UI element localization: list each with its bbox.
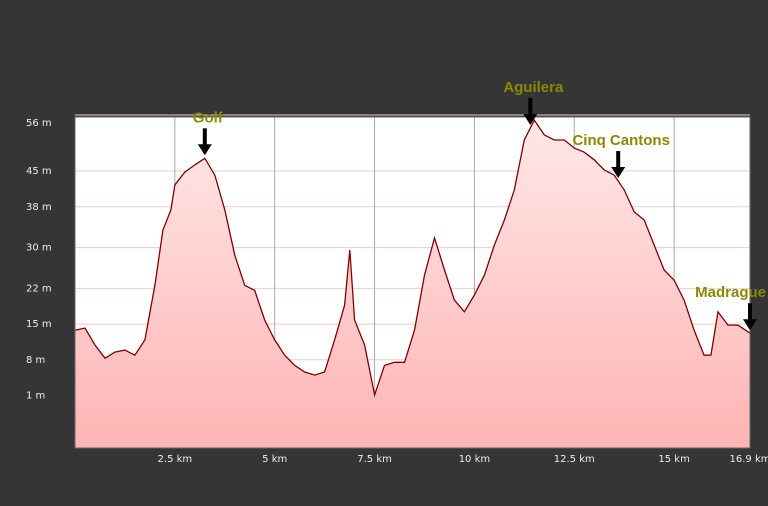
y-tick-label: 22 m [26,283,52,294]
y-tick-label: 1 m [26,390,45,401]
y-tick-label: 38 m [26,202,52,213]
annotation-arrowhead [743,319,757,331]
annotation-label: Madrague [695,284,766,301]
y-tick-label: 45 m [26,166,52,177]
x-tick-label: 2.5 km [158,454,193,465]
y-tick-label: 15 m [26,319,52,330]
annotation-label: Cinq Cantons [572,132,670,149]
x-tick-label: 15 km [658,454,689,465]
x-tick-label: 12.5 km [554,454,595,465]
annotation-label: Golf [193,109,224,126]
annotation-arrowhead [611,167,626,179]
x-tick-label: 7.5 km [357,454,392,465]
area-fill [75,120,750,448]
plot-border [74,116,751,449]
annotation-label: Aguilera [503,79,564,96]
x-tick-label: 5 km [262,454,287,465]
x-tick-label: 10 km [459,454,490,465]
annotation-arrowhead [523,114,538,126]
x-tick-label: 16.9 km [730,454,768,465]
y-tick-label: 30 m [26,243,52,254]
annotation-arrowhead [197,144,212,156]
elevation-line [74,118,751,398]
y-tick-label: 8 m [26,355,45,366]
y-tick-label: 56 m [26,118,52,129]
